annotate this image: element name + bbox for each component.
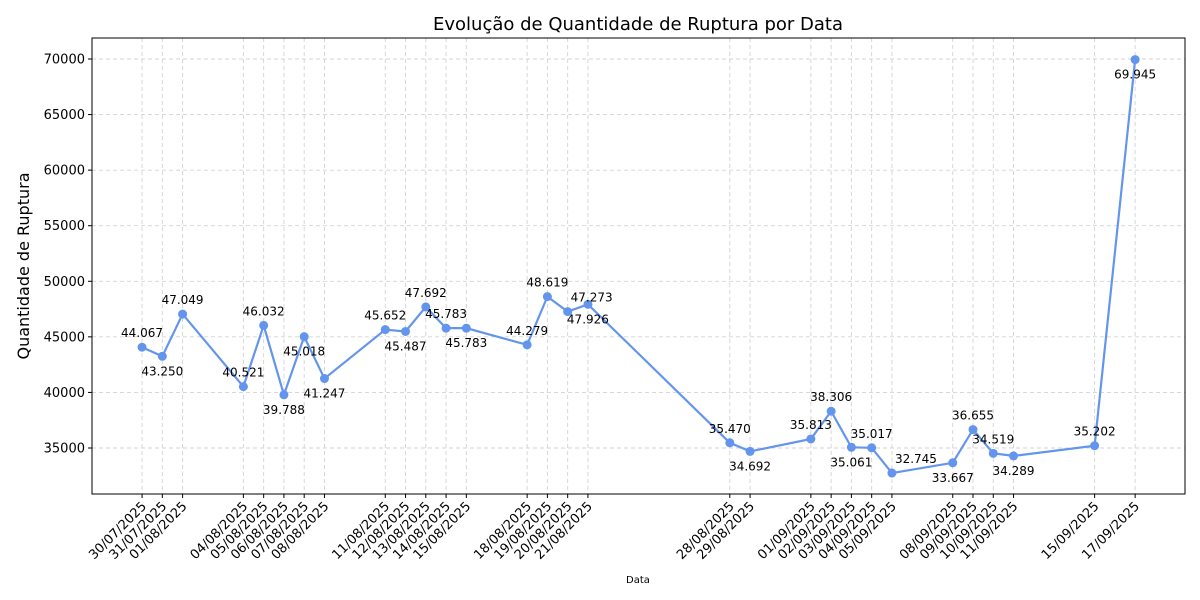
data-point [279,390,289,400]
data-label: 48.619 [526,276,568,290]
y-tick-label: 65000 [44,108,85,123]
data-label: 33.667 [932,471,974,485]
data-point [1009,451,1019,461]
data-label: 34.692 [729,459,771,473]
chart-title: Evolução de Quantidade de Ruptura por Da… [433,14,843,35]
data-point [441,323,451,333]
y-tick-label: 40000 [44,386,85,401]
data-point [238,382,248,392]
data-point [725,438,735,448]
data-label: 45.652 [364,309,406,323]
y-tick-label: 55000 [44,219,85,234]
data-label: 45.783 [445,336,487,350]
data-point [846,442,856,452]
data-label: 43.250 [141,364,183,378]
y-tick-label: 60000 [44,164,85,179]
data-label: 32.745 [895,452,937,466]
data-label: 46.032 [243,304,285,318]
data-point [826,406,836,416]
data-point [1130,55,1140,65]
data-label: 47.692 [405,286,447,300]
data-point [401,326,411,336]
data-label: 44.067 [121,326,163,340]
data-point [583,299,593,309]
y-tick-label: 70000 [44,53,85,68]
data-point [988,448,998,458]
data-point [563,307,573,317]
data-point [299,332,309,342]
data-point [178,309,188,319]
data-point [259,320,269,330]
data-label: 35.202 [1074,425,1116,439]
y-tick-label: 35000 [44,441,85,456]
data-point [137,342,147,352]
series-line [141,59,1137,475]
data-label: 35.813 [790,418,832,432]
x-axis-label: Data [626,575,650,586]
data-label: 34.519 [972,432,1014,446]
y-tick-label: 50000 [44,275,85,290]
data-label: 35.017 [851,427,893,441]
data-label: 40.521 [222,366,264,380]
data-label: 44.279 [506,324,548,338]
y-axis-label: Quantidade de Ruptura [14,172,33,359]
data-label: 34.289 [993,464,1035,478]
data-label: 39.788 [263,403,305,417]
plot-frame [91,37,1186,495]
data-point [319,374,329,384]
data-label: 35.061 [830,455,872,469]
data-point [421,302,431,312]
data-label: 47.926 [567,312,609,326]
y-tick-label: 45000 [44,330,85,345]
data-point [887,468,897,478]
data-label: 47.049 [162,293,204,307]
data-point [968,425,978,435]
data-label: 41.247 [303,387,345,401]
data-point [461,323,471,333]
data-point [522,340,532,350]
data-label: 45.487 [385,339,427,353]
data-label: 35.470 [709,422,751,436]
data-label: 69.945 [1114,68,1156,82]
data-label: 45.783 [425,307,467,321]
data-label: 45.018 [283,345,325,359]
data-point [1090,441,1100,451]
data-label: 47.273 [571,291,613,305]
data-point [745,446,755,456]
data-point [542,292,552,302]
data-label: 38.306 [810,390,852,404]
data-point [867,443,877,453]
data-label: 36.655 [952,409,994,423]
data-point [380,325,390,335]
data-point [806,434,816,444]
data-point [157,351,167,361]
data-point [948,458,958,468]
